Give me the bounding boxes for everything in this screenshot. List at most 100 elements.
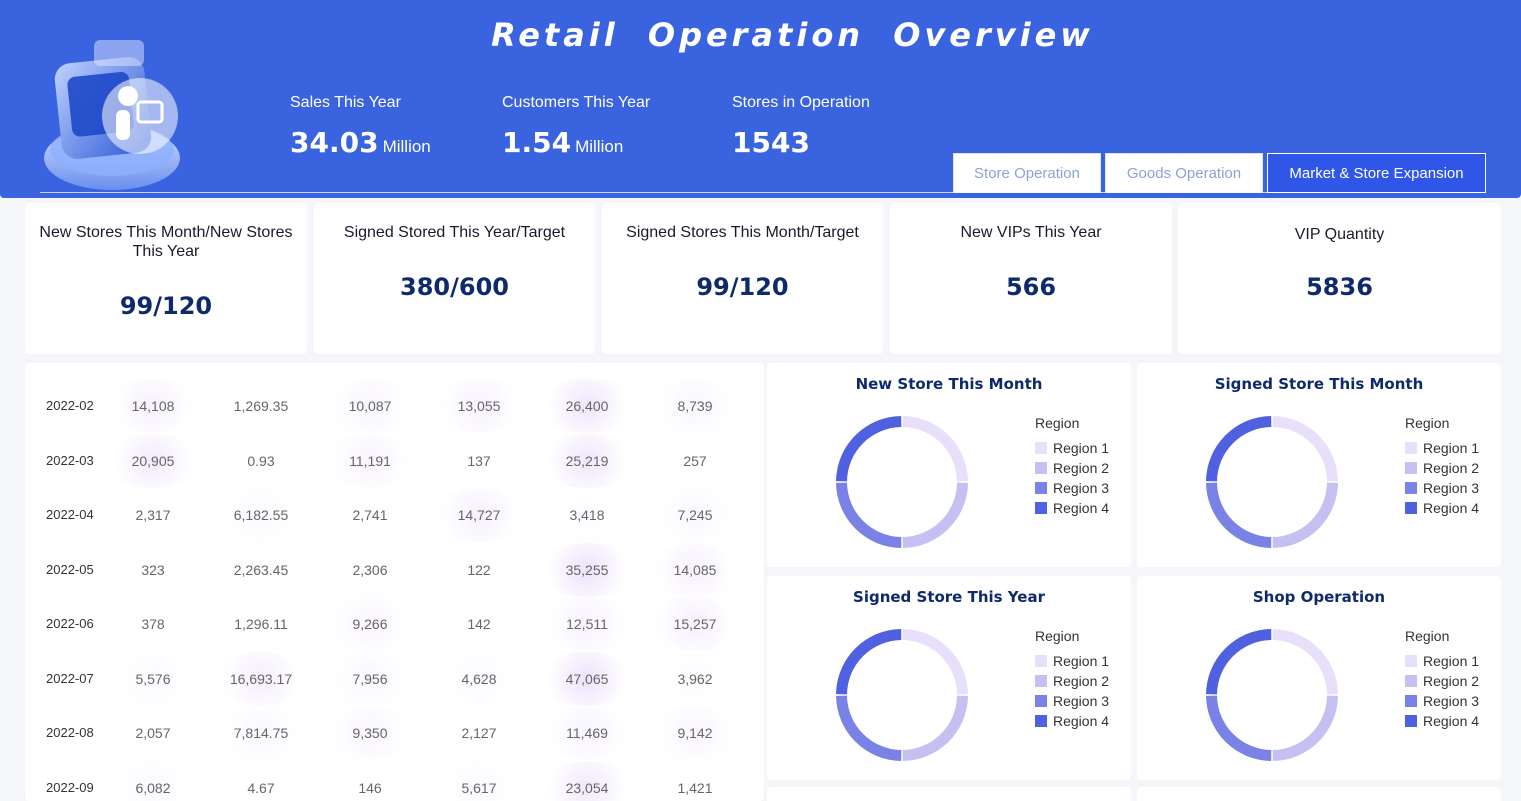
table-cell: 2,741 [352, 507, 388, 523]
table-cell: 142 [467, 616, 491, 632]
donut-slice[interactable] [1272, 695, 1338, 761]
table-cell: 146 [358, 779, 382, 796]
table-cell: 25,219 [565, 452, 609, 469]
table-cell: 6,082 [135, 779, 171, 796]
legend-item[interactable]: Region 1 [1035, 651, 1109, 671]
donut-slice[interactable] [1206, 416, 1272, 482]
donut-slice[interactable] [1206, 482, 1272, 548]
card-new-vips-value: 566 [1005, 273, 1057, 301]
legend-label: Region 1 [1053, 440, 1110, 456]
header-divider [40, 192, 1486, 193]
legend-title: Region [1035, 415, 1080, 431]
tab-store-operation[interactable]: Store Operation [953, 153, 1101, 193]
table-cell: 26,400 [565, 398, 609, 414]
donut-title: Signed Store This Year [853, 588, 1045, 606]
table-cell: 2,317 [135, 507, 171, 523]
donut-slice[interactable] [1206, 629, 1272, 695]
donut-chart [836, 629, 968, 761]
legend-swatch [1035, 675, 1047, 687]
donut-chart [1206, 416, 1338, 548]
table-cell: 2,127 [461, 725, 497, 741]
table-cell: 0.93 [247, 452, 275, 469]
donut-panel-signed-store-year: Signed Store This Year Region Region 1 Regi… [767, 576, 1131, 780]
donut-slice[interactable] [902, 416, 968, 482]
donut-slice[interactable] [1272, 629, 1338, 695]
table-row: 2022-06 378 1,296.11 9,266 142 12,511 15,257 [25, 597, 764, 651]
card-signed-year: Signed Stored This Year/Target 380/600 [314, 203, 595, 354]
legend-item[interactable]: Region 3 [1035, 478, 1109, 498]
legend-label: Region 1 [1423, 653, 1480, 669]
table-cell: 1,269.35 [233, 398, 289, 414]
table-row: 2022-08 2,057 7,814.75 9,350 2,127 11,469 9,14… [25, 706, 764, 760]
card-new-stores-value: 99/120 [119, 292, 213, 320]
legend-item[interactable]: Region 2 [1405, 458, 1479, 478]
table-cell: 11,191 [349, 452, 391, 469]
tab-market-store-expansion[interactable]: Market & Store Expansion [1267, 153, 1486, 193]
legend-item[interactable]: Region 3 [1405, 691, 1479, 711]
legend-swatch [1035, 655, 1047, 667]
table-cell: 257 [683, 452, 707, 469]
table-cell: 4.67 [247, 779, 275, 796]
legend-label: Region 3 [1053, 693, 1110, 709]
table-cell: 5,576 [135, 670, 171, 687]
legend-label: Region 4 [1423, 500, 1480, 516]
donut-slice[interactable] [836, 482, 902, 548]
donut-slice[interactable] [1272, 482, 1338, 548]
legend-label: Region 4 [1053, 713, 1110, 729]
donut-title: Signed Store This Month [1214, 375, 1424, 393]
donut-slice[interactable] [1272, 416, 1338, 482]
legend-swatch [1035, 695, 1047, 707]
legend-item[interactable]: Region 1 [1405, 651, 1479, 671]
kpi-stores: Stores in Operation 1543 [732, 94, 870, 159]
store-logo-icon [44, 40, 180, 190]
table-cell: 10,087 [348, 398, 392, 414]
legend-item[interactable]: Region 1 [1035, 438, 1109, 458]
legend-item[interactable]: Region 2 [1405, 671, 1479, 691]
legend-swatch [1405, 655, 1417, 667]
table-cell: 14,085 [673, 561, 717, 578]
legend-item[interactable]: Region 1 [1405, 438, 1479, 458]
table-cell: 8,739 [677, 398, 713, 414]
legend-item[interactable]: Region 4 [1405, 711, 1479, 731]
legend-label: Region 4 [1423, 713, 1480, 729]
card-vip-quantity-label: VIP Quantity [1294, 226, 1385, 243]
legend-item[interactable]: Region 3 [1405, 478, 1479, 498]
tab-goods-operation[interactable]: Goods Operation [1105, 153, 1263, 193]
donut-slice[interactable] [902, 629, 968, 695]
table-cell: 11,469 [566, 725, 608, 741]
donut-slice[interactable] [1206, 695, 1272, 761]
table-row: 2022-07 5,576 16,693.17 7,956 4,628 47,065 3,9… [25, 651, 764, 706]
donut-slice[interactable] [836, 695, 902, 761]
kpi-customers-label: Customers This Year [502, 94, 651, 111]
legend-item[interactable]: Region 4 [1035, 711, 1109, 731]
legend-swatch [1405, 675, 1417, 687]
table-cell: 14,727 [457, 507, 501, 523]
table-cell: 13,055 [457, 398, 501, 414]
kpi-sales-unit: Million [382, 137, 431, 156]
table-row: 2022-02 14,108 1,269.35 10,087 13,055 26,400 8… [25, 379, 764, 433]
legend-swatch [1035, 715, 1047, 727]
legend-item[interactable]: Region 2 [1035, 458, 1109, 478]
row-date: 2022-09 [46, 779, 94, 795]
legend-label: Region 2 [1423, 673, 1480, 689]
donut-panel-partial [767, 787, 1131, 801]
legend-item[interactable]: Region 2 [1035, 671, 1109, 691]
card-vip-quantity-value: 5836 [1306, 273, 1373, 301]
data-table: 2022-02 14,108 1,269.35 10,087 13,055 26,400 8… [25, 363, 764, 801]
donut-slice[interactable] [836, 629, 902, 695]
table-cell: 2,263.45 [233, 561, 289, 578]
donut-slice[interactable] [902, 695, 968, 761]
table-cell: 3,418 [569, 507, 605, 523]
donut-slice[interactable] [902, 482, 968, 548]
table-cell: 15,257 [673, 616, 717, 632]
kpi-customers: Customers This Year 1.54 Million [502, 94, 650, 159]
donut-title: Shop Operation [1252, 588, 1386, 606]
legend-label: Region 2 [1053, 460, 1110, 476]
legend-item[interactable]: Region 4 [1035, 498, 1109, 518]
legend-item[interactable]: Region 3 [1035, 691, 1109, 711]
donut-panel-partial [1137, 787, 1501, 801]
legend-item[interactable]: Region 4 [1405, 498, 1479, 518]
donut-slice[interactable] [836, 416, 902, 482]
table-cell: 122 [467, 561, 491, 578]
